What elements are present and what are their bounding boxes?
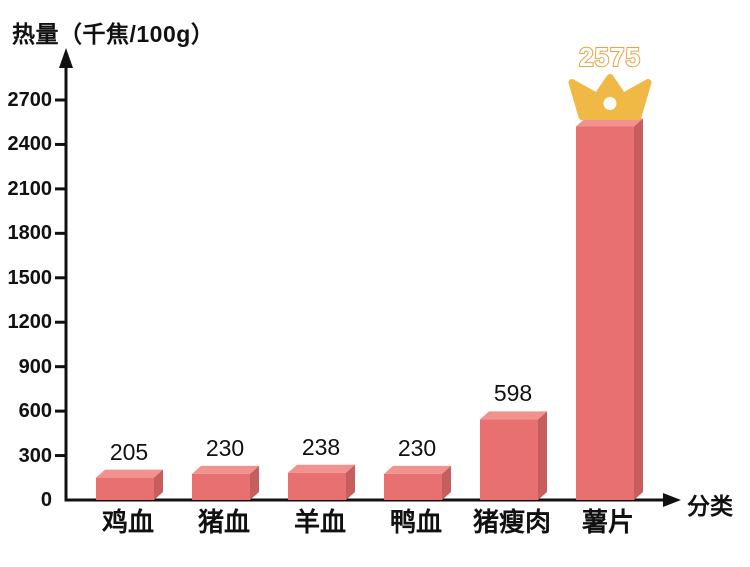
category-label: 鸡血 xyxy=(101,507,154,537)
bar-side-face xyxy=(154,469,163,500)
category-label: 薯片 xyxy=(581,507,634,537)
bar-value-label: 230 xyxy=(205,434,245,461)
y-tick-label: 2700 xyxy=(7,89,53,111)
category-label: 猪瘦肉 xyxy=(472,507,551,537)
category-label: 猪血 xyxy=(197,507,250,537)
bar-value-label: 230 xyxy=(397,434,437,461)
bar-top-face xyxy=(576,118,643,127)
bar-top-face xyxy=(192,465,259,474)
y-axis-arrow xyxy=(59,48,73,68)
bar-front-face xyxy=(576,126,634,500)
bar-side-face xyxy=(346,464,355,500)
crown-icon xyxy=(568,74,652,121)
y-axis-title: 热量（千焦/100g） xyxy=(12,21,215,47)
bar-front-face xyxy=(384,473,442,500)
bar-top-face xyxy=(288,464,355,473)
bar-side-face xyxy=(538,411,547,500)
bar-top-face xyxy=(480,411,547,420)
bar-top-face xyxy=(96,469,163,478)
category-label: 鸭血 xyxy=(389,507,442,537)
bar-front-face xyxy=(480,419,538,500)
y-tick-label: 900 xyxy=(18,355,52,378)
bar-side-face xyxy=(442,465,451,500)
bar-top-face xyxy=(384,465,451,474)
y-tick-label: 2100 xyxy=(7,177,53,200)
crown-hole xyxy=(603,97,617,111)
category-label: 羊血 xyxy=(293,507,346,537)
y-tick-label: 1500 xyxy=(7,266,53,289)
x-axis-label: 分类 xyxy=(687,493,733,519)
y-tick-label: 1800 xyxy=(7,222,53,245)
bar-value-label-highlight: 2575 xyxy=(578,41,641,72)
y-tick-label: 300 xyxy=(18,444,52,467)
y-tick-label: 1200 xyxy=(7,311,53,334)
bar-side-face xyxy=(250,465,259,500)
bar-value-label: 238 xyxy=(301,433,341,460)
x-axis-arrow xyxy=(663,493,681,507)
bar-front-face xyxy=(192,473,250,500)
y-tick-label: 600 xyxy=(18,400,52,423)
bar-value-label: 598 xyxy=(493,380,533,407)
bar-side-face xyxy=(634,118,643,500)
bar-front-face xyxy=(96,477,154,500)
y-tick-label: 2400 xyxy=(7,133,53,156)
bar-front-face xyxy=(288,472,346,500)
bar-value-label: 205 xyxy=(109,438,149,465)
y-tick-label: 0 xyxy=(40,489,52,511)
